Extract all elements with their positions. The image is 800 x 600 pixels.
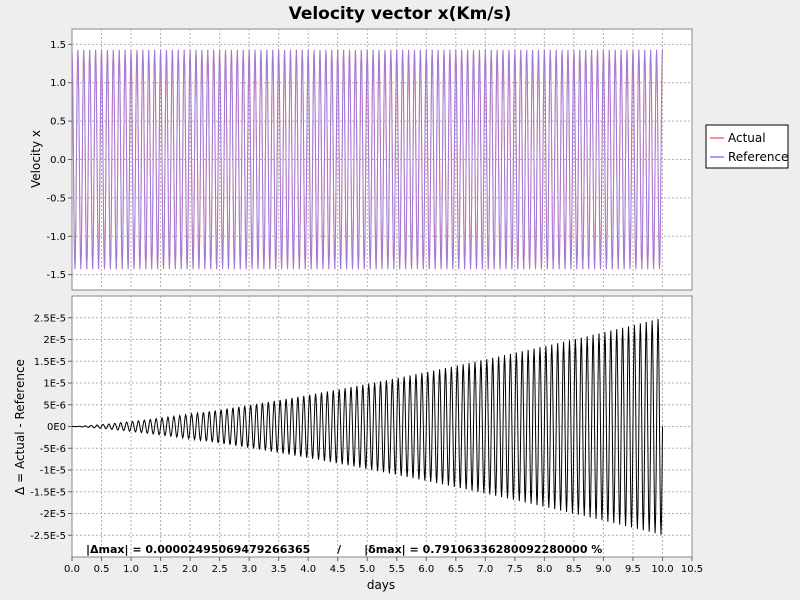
legend: Actual Reference [705, 124, 789, 169]
bottom-y-tick-label-2: 1.5E-5 [34, 357, 66, 368]
top-y-tick-label-6: -1.5 [46, 270, 66, 281]
x-tick-label-9: 4.5 [330, 564, 346, 575]
x-tick-label-13: 6.5 [448, 564, 464, 575]
legend-label-actual: Actual [728, 131, 766, 145]
bottom-y-tick-label-3: 1E-5 [43, 379, 66, 390]
x-tick-label-10: 5.0 [359, 564, 375, 575]
bottom-y-tick-label-0: 2.5E-5 [34, 313, 66, 324]
top-y-tick-label-1: 1.0 [50, 78, 66, 89]
x-axis-label: days [367, 578, 395, 592]
top-grid [72, 29, 692, 290]
bottom-y-tick-label-4: 5E-6 [43, 400, 66, 411]
top-y-tick-label-5: -1.0 [46, 232, 66, 243]
chart-title: Velocity vector x(Km/s) [289, 4, 512, 24]
top-y-axis: 1.5 1.0 0.5 0.0 -0.5 -1.0 -1.5 [46, 40, 72, 281]
x-tick-label-3: 1.5 [153, 564, 169, 575]
x-axis: 0.0 0.5 1.0 1.5 2.0 2.5 3.0 3.5 4.0 4.5 5.0 5.5 6.0 6… [64, 557, 703, 575]
x-tick-label-20: 10.0 [651, 564, 673, 575]
x-tick-label-2: 1.0 [123, 564, 139, 575]
bottom-y-tick-label-1: 2E-5 [43, 335, 66, 346]
x-tick-label-19: 9.5 [625, 564, 641, 575]
bottom-y-tick-label-8: -1.5E-5 [30, 487, 66, 498]
bottom-y-axis: 2.5E-5 2E-5 1.5E-5 1E-5 5E-6 0E0 -5E-6 -1E-5 -1.… [30, 313, 72, 542]
bottom-y-tick-label-10: -2.5E-5 [30, 531, 66, 542]
bottom-y-tick-label-9: -2E-5 [40, 509, 66, 520]
x-tick-label-1: 0.5 [94, 564, 110, 575]
legend-label-reference: Reference [728, 150, 788, 164]
x-tick-label-6: 3.0 [241, 564, 257, 575]
series-reference [71, 49, 663, 270]
x-tick-label-12: 6.0 [418, 564, 434, 575]
x-tick-label-7: 3.5 [271, 564, 287, 575]
top-y-tick-label-2: 0.5 [50, 117, 66, 128]
x-tick-label-18: 9.0 [595, 564, 611, 575]
bottom-y-tick-label-5: 0E0 [47, 422, 66, 433]
x-tick-label-14: 7.0 [477, 564, 493, 575]
x-tick-label-4: 2.0 [182, 564, 198, 575]
x-tick-label-11: 5.5 [389, 564, 405, 575]
series-delta [72, 319, 663, 535]
x-tick-label-0: 0.0 [64, 564, 80, 575]
top-y-tick-label-3: 0.0 [50, 155, 66, 166]
x-tick-label-16: 8.0 [536, 564, 552, 575]
x-tick-label-8: 4.0 [300, 564, 316, 575]
delta-annotation: |Δmax| = 0.00002495069479266365 / |δmax|… [86, 543, 602, 556]
top-y-tick-label-0: 1.5 [50, 40, 66, 51]
x-tick-label-21: 10.5 [681, 564, 703, 575]
top-y-tick-label-4: -0.5 [46, 193, 66, 204]
x-tick-label-17: 8.5 [566, 564, 582, 575]
bottom-series [72, 319, 663, 535]
bottom-y-tick-label-6: -5E-6 [40, 444, 66, 455]
x-tick-label-5: 2.5 [212, 564, 228, 575]
bottom-y-tick-label-7: -1E-5 [40, 466, 66, 477]
top-series [71, 49, 663, 270]
x-tick-label-15: 7.5 [507, 564, 523, 575]
top-y-axis-label: Velocity x [29, 130, 43, 188]
bottom-y-axis-label: Δ = Actual - Reference [13, 359, 27, 495]
